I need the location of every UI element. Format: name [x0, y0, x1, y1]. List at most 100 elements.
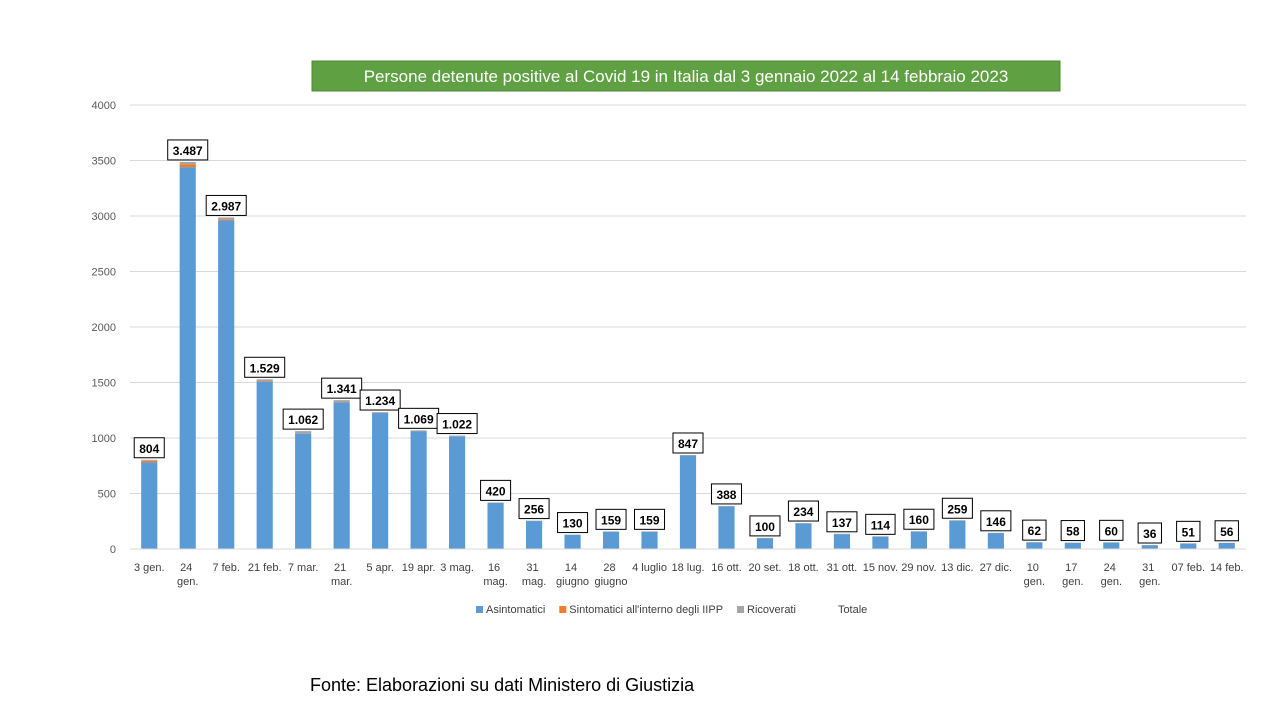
- bar-segment: [180, 164, 196, 167]
- bar-segment: [218, 219, 234, 220]
- y-tick-label: 2000: [92, 322, 116, 334]
- y-tick-label: 4000: [92, 100, 116, 112]
- data-label: 804: [139, 442, 159, 456]
- data-label: 1.069: [404, 412, 434, 426]
- x-tick-label: 4 luglio: [632, 562, 667, 574]
- data-label: 256: [524, 503, 544, 517]
- legend-swatch: [737, 606, 744, 613]
- legend-label: Ricoverati: [747, 604, 796, 616]
- x-tick-label: 3 gen.: [134, 562, 165, 574]
- y-tick-label: 1000: [92, 433, 116, 445]
- data-label: 420: [486, 484, 506, 498]
- bar-segment: [718, 506, 734, 549]
- x-tick-label: 31 ott.: [827, 562, 858, 574]
- x-tick-label: 17 gen.: [1062, 562, 1083, 588]
- bar-segment: [795, 523, 811, 549]
- bar-segment: [449, 436, 465, 437]
- x-tick-label: 3 mag.: [440, 562, 474, 574]
- bar-segment: [1065, 543, 1081, 549]
- bar-segment: [834, 534, 850, 549]
- bar-segment: [449, 436, 465, 549]
- data-label: 2.987: [211, 199, 241, 213]
- bar-segment: [372, 413, 388, 549]
- data-label: 234: [793, 505, 813, 519]
- bar-segment: [603, 532, 619, 549]
- x-tick-label: 31 mag.: [522, 562, 546, 588]
- data-label: 1.341: [327, 382, 357, 396]
- data-label: 160: [909, 513, 929, 527]
- bar-segment: [141, 460, 157, 461]
- bar-segment: [564, 535, 580, 549]
- y-tick-label: 0: [110, 544, 116, 556]
- x-tick-label: 21 feb.: [248, 562, 282, 574]
- bar-segment: [680, 455, 696, 549]
- bar-segment: [141, 461, 157, 463]
- bar-segment: [988, 533, 1004, 549]
- bar-segment: [911, 532, 927, 549]
- bar-segment: [1142, 545, 1158, 549]
- x-tick-label: 27 dic.: [980, 562, 1012, 574]
- bar-segment: [872, 537, 888, 549]
- bar-segment: [1180, 544, 1196, 549]
- bar-segment: [949, 521, 965, 549]
- data-label: 60: [1105, 524, 1119, 538]
- x-tick-label: 07 feb.: [1171, 562, 1205, 574]
- bar-segment: [257, 379, 273, 381]
- bar-segment: [180, 162, 196, 164]
- data-label: 137: [832, 516, 852, 530]
- legend-swatch: [559, 606, 566, 613]
- data-label: 1.529: [250, 361, 280, 375]
- y-tick-label: 3500: [92, 156, 116, 168]
- x-tick-label: 20 set.: [748, 562, 781, 574]
- bar-segment: [411, 430, 427, 431]
- x-tick-label: 10 gen.: [1024, 562, 1045, 588]
- x-tick-label: 16 ott.: [711, 562, 742, 574]
- x-tick-label: 14 feb.: [1210, 562, 1244, 574]
- legend-label: Asintomatici: [486, 604, 545, 616]
- data-label: 146: [986, 515, 1006, 529]
- x-tick-label: 28 giugno: [595, 562, 628, 588]
- data-label: 62: [1028, 524, 1042, 538]
- source: Fonte: Elaborazioni su dati Ministero di…: [310, 675, 695, 695]
- data-label: 388: [716, 488, 736, 502]
- x-tick-label: 7 feb.: [212, 562, 240, 574]
- bar-segment: [526, 521, 542, 549]
- bar-segment: [334, 400, 350, 402]
- x-tick-label: 15 nov.: [863, 562, 898, 574]
- data-label: 51: [1182, 525, 1196, 539]
- x-tick-label: 19 apr.: [402, 562, 436, 574]
- bar-segment: [1219, 543, 1235, 549]
- bar-segment: [488, 503, 504, 549]
- data-label: 1.062: [288, 413, 318, 427]
- data-label: 114: [871, 518, 891, 532]
- bar-segment: [1026, 542, 1042, 549]
- bar-segment: [411, 431, 427, 549]
- bar-segment: [372, 412, 388, 413]
- bar-segment: [180, 167, 196, 549]
- bar-segment: [218, 217, 234, 219]
- y-tick-label: 2500: [92, 267, 116, 279]
- bar-segment: [295, 434, 311, 549]
- x-tick-label: 24 gen.: [177, 562, 198, 588]
- data-label: 3.487: [173, 144, 203, 158]
- x-tick-label: 7 mar.: [288, 562, 319, 574]
- data-label: 36: [1143, 527, 1157, 541]
- data-label: 130: [563, 517, 583, 531]
- x-tick-label: 29 nov.: [901, 562, 936, 574]
- x-tick-label: 18 lug.: [671, 562, 704, 574]
- x-tick-label: 18 ott.: [788, 562, 819, 574]
- legend-swatch: [476, 606, 483, 613]
- data-label: 259: [947, 502, 967, 516]
- data-label: 1.234: [365, 394, 395, 408]
- x-tick-label: 14 giugno: [556, 562, 589, 588]
- bar-segment: [641, 532, 657, 549]
- y-tick-label: 500: [98, 489, 116, 501]
- x-tick-label: 31 gen.: [1139, 562, 1160, 588]
- legend-label: Sintomatici all'interno degli IIPP: [569, 604, 723, 616]
- x-tick-label: 21 mar.: [331, 562, 352, 588]
- x-tick-label: 16 mag.: [483, 562, 507, 588]
- bar-segment: [295, 431, 311, 433]
- chart-title: Persone detenute positive al Covid 19 in…: [364, 67, 1009, 86]
- bar-segment: [757, 538, 773, 549]
